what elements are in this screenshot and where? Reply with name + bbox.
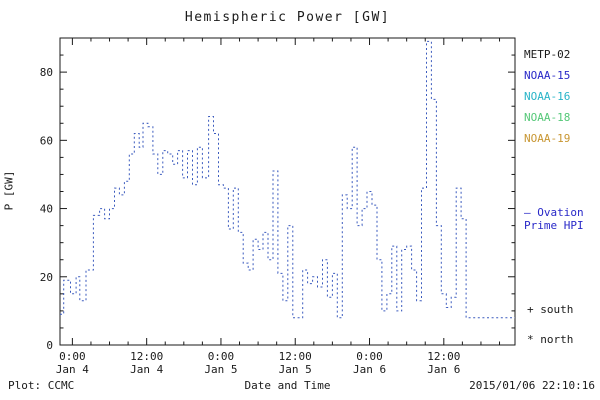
y-tick-label: 40: [40, 203, 53, 216]
x-tick-label-time: 0:00: [59, 350, 86, 363]
legend-south-marker: + south: [527, 303, 574, 316]
chart-title: Hemispheric Power [GW]: [184, 10, 391, 25]
x-tick-label-date: Jan 4: [130, 363, 163, 376]
x-tick-label-time: 0:00: [356, 350, 383, 363]
legend-north-marker: * north: [527, 333, 574, 346]
y-tick-label: 60: [40, 134, 53, 147]
legend-item-metp02: METP-02: [524, 48, 571, 61]
x-tick-label-time: 12:00: [279, 350, 312, 363]
x-axis-label: Date and Time: [244, 379, 331, 392]
x-tick-label-time: 0:00: [208, 350, 235, 363]
y-tick-label: 20: [40, 271, 53, 284]
timestamp: 2015/01/06 22:10:16: [469, 379, 595, 392]
x-tick-label-date: Jan 5: [279, 363, 312, 376]
y-tick-label: 0: [46, 339, 53, 352]
legend-item-noaa16: NOAA-16: [524, 90, 571, 103]
legend-item-noaa19: NOAA-19: [524, 132, 571, 145]
legend-ovation-line1: – Ovation: [524, 206, 584, 219]
legend-item-noaa15: NOAA-15: [524, 69, 571, 82]
x-tick-label-date: Jan 6: [353, 363, 386, 376]
y-tick-label: 80: [40, 66, 53, 79]
x-tick-label-date: Jan 5: [204, 363, 237, 376]
legend-ovation-line2: Prime HPI: [524, 219, 584, 232]
x-tick-label-time: 12:00: [427, 350, 460, 363]
plot-credit: Plot: CCMC: [8, 379, 75, 392]
hpi-step-line: [60, 40, 515, 319]
x-tick-label-time: 12:00: [130, 350, 163, 363]
legend-item-noaa18: NOAA-18: [524, 111, 571, 124]
x-tick-label-date: Jan 6: [427, 363, 460, 376]
x-tick-label-date: Jan 4: [56, 363, 89, 376]
